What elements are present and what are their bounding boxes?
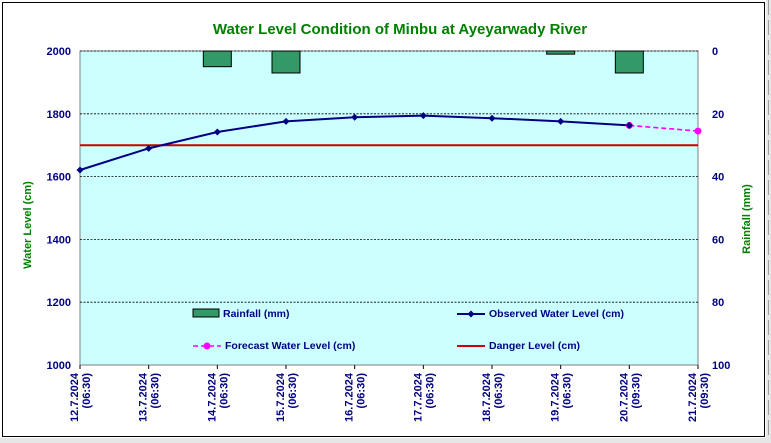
x-tick-date: 13.7.2024 bbox=[138, 372, 150, 422]
x-tick-label: 13.7.2024 (06:30) bbox=[138, 372, 162, 422]
x-tick-time: (06:30) bbox=[81, 373, 93, 409]
x-tick-time: (06:30) bbox=[493, 373, 505, 409]
x-tick-label: 15.7.2024 (06:30) bbox=[275, 372, 299, 422]
observed-point bbox=[488, 114, 496, 122]
x-tick-label: 17.7.2024 (06:30) bbox=[412, 372, 436, 422]
y-axis-label: Water Level (cm) bbox=[22, 181, 34, 269]
chart-frame: Water Level Condition of Minbu at Ayeyar… bbox=[2, 2, 765, 437]
x-tick-label: 16.7.2024 (06:30) bbox=[344, 372, 368, 422]
x-tick-date: 20.7.2024 bbox=[618, 372, 630, 422]
y2-axis-label: Rainfall (mm) bbox=[741, 184, 753, 254]
forecast-point bbox=[694, 127, 702, 135]
rainfall-bar bbox=[546, 50, 576, 55]
x-tick-time: (06:30) bbox=[287, 373, 299, 409]
legend-label-observed: Observed Water Level (cm) bbox=[489, 308, 624, 320]
x-tick-time: (06:30) bbox=[356, 373, 368, 409]
x-tick-label: 19.7.2024 (06:30) bbox=[550, 372, 574, 422]
sheet-edge-right bbox=[766, 0, 771, 443]
legend-marker-forecast bbox=[203, 342, 211, 350]
x-tick-date: 17.7.2024 bbox=[412, 372, 424, 422]
observed-point bbox=[145, 144, 153, 152]
x-tick-time: (09:30) bbox=[630, 373, 642, 409]
x-tick-label: 12.7.2024 (06:30) bbox=[69, 372, 93, 422]
plot-area: 1000 1200 1400 1600 1800 2000 0 20 40 60 80 100 12.7… bbox=[47, 46, 731, 422]
observed-point bbox=[282, 117, 290, 125]
observed-point bbox=[625, 121, 633, 129]
y2-tick-label: 100 bbox=[712, 360, 730, 372]
x-tick-label: 18.7.2024 (06:30) bbox=[481, 372, 505, 422]
legend-label-rainfall: Rainfall (mm) bbox=[223, 308, 290, 320]
rainfall-bar bbox=[202, 50, 232, 68]
x-tick-date: 15.7.2024 bbox=[275, 372, 287, 422]
y2-tick-label: 20 bbox=[712, 109, 724, 121]
x-tick-label: 21.7.2024 (09:30) bbox=[687, 372, 711, 422]
legend-marker-observed bbox=[467, 310, 475, 318]
observed-point bbox=[419, 112, 427, 120]
chart-legend: Rainfall (mm) Observed Water Level (cm) Fo… bbox=[192, 308, 624, 352]
legend-label-danger: Danger Level (cm) bbox=[489, 340, 580, 352]
x-tick-date: 14.7.2024 bbox=[206, 372, 218, 422]
rainfall-bar bbox=[271, 50, 301, 74]
y2-tick-label: 60 bbox=[712, 234, 724, 246]
y2-tick-label: 40 bbox=[712, 172, 724, 184]
y2-tick-label: 80 bbox=[712, 297, 724, 309]
x-tick-date: 18.7.2024 bbox=[481, 372, 493, 422]
observed-point bbox=[76, 166, 84, 174]
y-tick-label: 2000 bbox=[47, 46, 71, 58]
x-tick-time: (06:30) bbox=[424, 373, 436, 409]
sheet-edge-bottom bbox=[0, 438, 771, 443]
x-tick-date: 21.7.2024 bbox=[687, 372, 699, 422]
y-tick-label: 1400 bbox=[47, 234, 71, 246]
x-tick-date: 16.7.2024 bbox=[344, 372, 356, 422]
x-tick-time: (06:30) bbox=[218, 373, 230, 409]
water-level-chart: Water Level Condition of Minbu at Ayeyar… bbox=[22, 21, 753, 422]
legend-swatch-rainfall bbox=[192, 308, 220, 318]
y-tick-label: 1800 bbox=[47, 109, 71, 121]
y-tick-label: 1600 bbox=[47, 172, 71, 184]
observed-point bbox=[213, 128, 221, 136]
y-tick-label: 1000 bbox=[47, 360, 71, 372]
observed-point bbox=[351, 113, 359, 121]
chart-title: Water Level Condition of Minbu at Ayeyar… bbox=[213, 21, 587, 38]
rainfall-bar bbox=[614, 50, 644, 74]
forecast-water-level-line bbox=[629, 124, 699, 132]
observed-point bbox=[557, 117, 565, 125]
x-tick-time: (06:30) bbox=[150, 373, 162, 409]
x-tick-label: 20.7.2024 (09:30) bbox=[618, 372, 642, 422]
x-tick-date: 19.7.2024 bbox=[550, 372, 562, 422]
x-tick-time: (06:30) bbox=[562, 373, 574, 409]
y2-tick-label: 0 bbox=[712, 46, 718, 58]
x-tick-date: 12.7.2024 bbox=[69, 372, 81, 422]
legend-label-forecast: Forecast Water Level (cm) bbox=[225, 340, 355, 352]
y-tick-label: 1200 bbox=[47, 297, 71, 309]
plot-background bbox=[79, 50, 699, 366]
x-tick-label: 14.7.2024 (06:30) bbox=[206, 372, 230, 422]
x-tick-time: (09:30) bbox=[699, 373, 711, 409]
